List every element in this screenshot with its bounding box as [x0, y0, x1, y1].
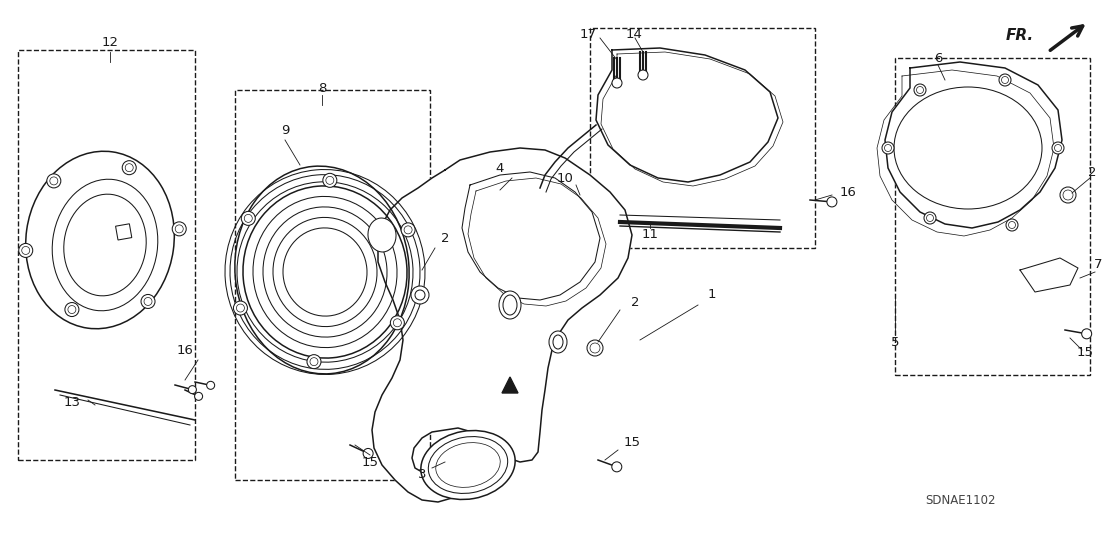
Polygon shape — [885, 62, 1061, 228]
Text: 10: 10 — [556, 171, 574, 185]
Circle shape — [122, 161, 136, 175]
Text: 6: 6 — [934, 51, 942, 65]
Circle shape — [322, 173, 337, 187]
Bar — [589, 28, 815, 248]
Ellipse shape — [421, 431, 515, 499]
Polygon shape — [596, 48, 778, 182]
Circle shape — [141, 294, 155, 309]
Circle shape — [234, 301, 247, 315]
Text: 15: 15 — [624, 436, 640, 448]
Circle shape — [914, 84, 926, 96]
Ellipse shape — [52, 179, 157, 311]
Ellipse shape — [499, 291, 521, 319]
Circle shape — [882, 142, 894, 154]
Circle shape — [612, 462, 622, 472]
Circle shape — [307, 354, 321, 369]
Circle shape — [188, 385, 196, 394]
Text: 1: 1 — [708, 289, 716, 301]
Circle shape — [19, 243, 33, 258]
Polygon shape — [462, 172, 601, 300]
Text: 13: 13 — [63, 395, 81, 409]
Text: 17: 17 — [579, 29, 596, 41]
Circle shape — [65, 302, 79, 316]
Text: 11: 11 — [642, 228, 658, 242]
Circle shape — [638, 70, 648, 80]
Text: 16: 16 — [176, 343, 194, 357]
Text: 3: 3 — [418, 468, 427, 482]
Circle shape — [612, 78, 622, 88]
Text: 8: 8 — [318, 81, 326, 95]
Circle shape — [195, 392, 203, 400]
Text: 12: 12 — [102, 35, 119, 49]
Ellipse shape — [548, 331, 567, 353]
Text: SDNAE1102: SDNAE1102 — [925, 493, 995, 507]
Text: 16: 16 — [840, 185, 856, 199]
Circle shape — [47, 174, 61, 188]
Circle shape — [363, 448, 373, 458]
Polygon shape — [1020, 258, 1078, 292]
Polygon shape — [502, 377, 519, 393]
Text: 2: 2 — [1088, 165, 1096, 179]
Bar — [18, 50, 195, 460]
Circle shape — [390, 316, 404, 330]
Ellipse shape — [235, 166, 409, 374]
Text: 14: 14 — [626, 29, 643, 41]
Text: 15: 15 — [1077, 346, 1094, 358]
Polygon shape — [372, 148, 632, 502]
Circle shape — [1006, 219, 1018, 231]
Circle shape — [924, 212, 936, 224]
Bar — [895, 58, 1090, 375]
Bar — [115, 224, 132, 240]
Circle shape — [1081, 329, 1091, 339]
Circle shape — [1060, 187, 1076, 203]
Text: FR.: FR. — [1006, 28, 1034, 43]
Circle shape — [401, 223, 416, 237]
Ellipse shape — [25, 152, 174, 328]
Text: 2: 2 — [441, 232, 449, 244]
Text: 4: 4 — [495, 161, 504, 175]
Circle shape — [587, 340, 603, 356]
Text: 7: 7 — [1094, 258, 1102, 272]
Circle shape — [207, 382, 215, 389]
Text: 15: 15 — [361, 456, 379, 468]
Circle shape — [411, 286, 429, 304]
Circle shape — [172, 222, 186, 236]
Text: 5: 5 — [891, 336, 900, 348]
Circle shape — [1051, 142, 1064, 154]
Circle shape — [242, 211, 255, 226]
Ellipse shape — [368, 218, 396, 252]
Bar — [235, 90, 430, 480]
Text: 9: 9 — [280, 123, 289, 137]
Circle shape — [827, 197, 837, 207]
Circle shape — [999, 74, 1010, 86]
Text: 2: 2 — [630, 295, 639, 309]
